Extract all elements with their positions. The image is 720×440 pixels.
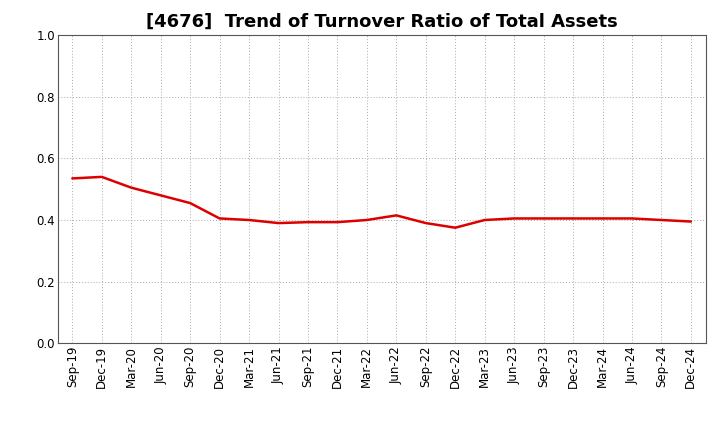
Title: [4676]  Trend of Turnover Ratio of Total Assets: [4676] Trend of Turnover Ratio of Total … [145, 13, 618, 31]
